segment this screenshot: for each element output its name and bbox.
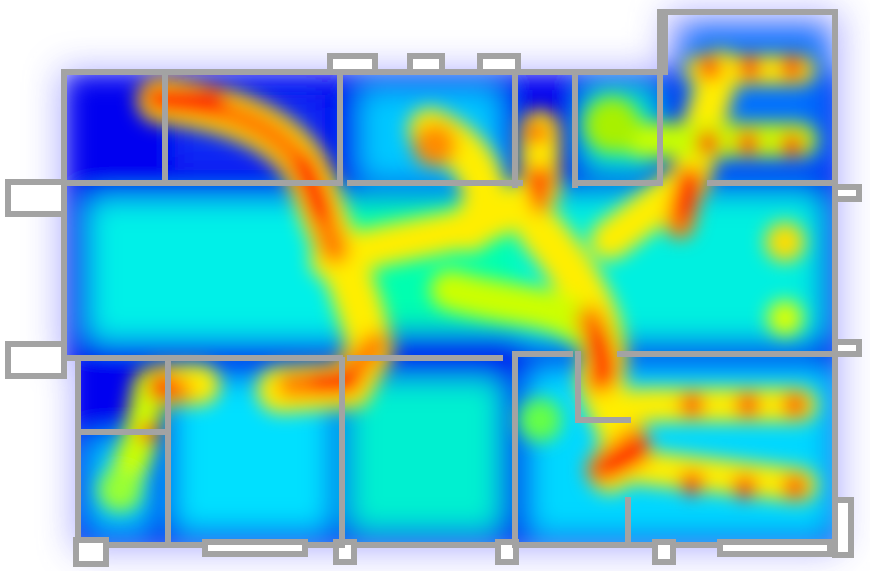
floor-plan-walls: [5, 9, 862, 567]
room-fields: [64, 30, 835, 545]
room-bottom-center: [350, 380, 500, 530]
